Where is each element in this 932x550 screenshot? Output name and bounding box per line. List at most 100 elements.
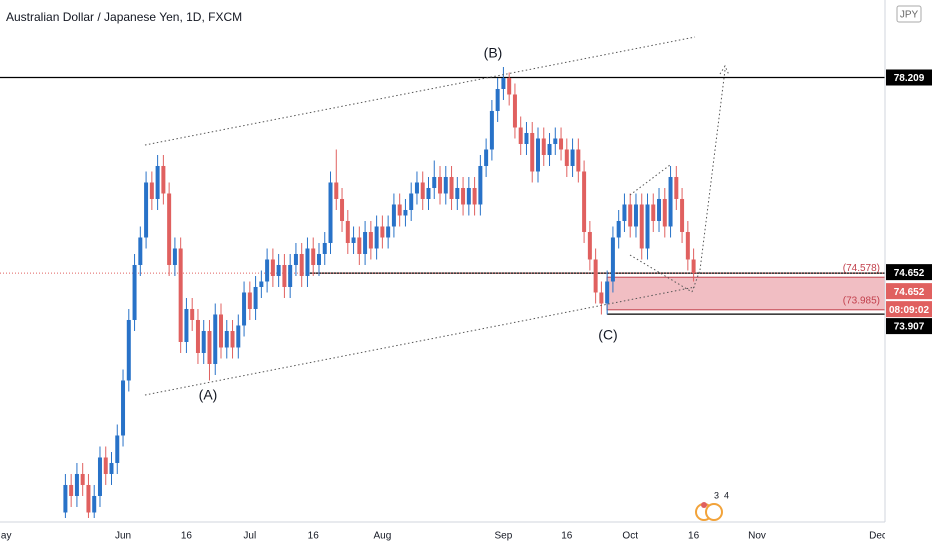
candle-body	[484, 149, 489, 166]
candle-body	[201, 330, 206, 353]
candle-body	[530, 132, 535, 172]
x-tick-label: Jul	[243, 531, 256, 542]
candle-body	[207, 330, 212, 364]
zone-label: (73.985)	[843, 295, 880, 306]
x-tick-label: 16	[688, 531, 700, 542]
price-label: 74.652	[894, 268, 925, 279]
candle-body	[184, 308, 189, 342]
candle-body	[103, 457, 108, 474]
candle-body	[512, 94, 517, 128]
svg-text:3: 3	[714, 490, 719, 500]
candle-body	[662, 198, 667, 227]
candle-body	[368, 231, 373, 249]
channel-upper	[144, 36, 696, 146]
candle-body	[680, 198, 685, 232]
x-tick-label: Aug	[373, 531, 391, 542]
candle-body	[438, 176, 443, 194]
candle-body	[564, 149, 569, 166]
chart-title: Australian Dollar / Japanese Yen, 1D, FX…	[6, 10, 242, 24]
candle-body	[288, 264, 293, 287]
candle-body	[570, 149, 575, 166]
candle-body	[593, 259, 598, 293]
candle-body	[190, 308, 195, 320]
x-tick-label: Nov	[748, 531, 766, 542]
candle-body	[230, 330, 235, 348]
candle-body	[80, 473, 85, 485]
candle-body	[161, 165, 166, 194]
candle-body	[224, 330, 229, 348]
candle-body	[340, 198, 345, 221]
candle-body	[449, 176, 454, 199]
candle-body	[299, 253, 304, 276]
candle-body	[628, 204, 633, 227]
candle-body	[622, 204, 627, 221]
price-label: 74.652	[894, 287, 925, 298]
candle-body	[74, 473, 79, 496]
candle-body	[311, 248, 316, 265]
price-label-box	[886, 283, 932, 300]
candle-body	[282, 264, 287, 287]
candle-body	[132, 264, 137, 320]
candle-body	[610, 237, 615, 282]
wave-label: (A)	[199, 387, 218, 403]
candle-body	[685, 231, 690, 260]
candle-body	[172, 248, 177, 265]
candle-body	[582, 171, 587, 232]
candle-body	[69, 484, 74, 496]
currency-box	[896, 5, 922, 23]
projection-arrow	[719, 64, 730, 76]
candle-body	[657, 198, 662, 221]
candle-body	[501, 77, 506, 89]
x-tick-label: 16	[181, 531, 193, 542]
currency: JPY	[900, 10, 919, 21]
candle-body	[524, 132, 529, 144]
candle-body	[115, 435, 120, 463]
candle-body	[126, 319, 131, 381]
candle-body	[535, 138, 540, 172]
candle-body	[651, 204, 656, 221]
candle-body	[691, 259, 696, 274]
candle-body	[576, 149, 581, 172]
x-tick-label: 16	[561, 531, 573, 542]
candle-body	[351, 237, 356, 243]
candle-body	[587, 231, 592, 260]
candle-body	[97, 457, 102, 496]
x-tick-label: 16	[308, 531, 320, 542]
projection	[699, 69, 726, 271]
candle-body	[507, 77, 512, 95]
candle-body	[270, 259, 275, 276]
x-tick-label: Jun	[115, 531, 131, 542]
candle-body	[466, 187, 471, 205]
candle-body	[253, 286, 258, 309]
candle-body	[380, 226, 385, 238]
candle-body	[144, 182, 149, 238]
candle-body	[242, 292, 247, 326]
candle-body	[316, 253, 321, 265]
price-label-box	[886, 301, 932, 318]
candle-body	[195, 319, 200, 353]
candle-body	[495, 88, 500, 111]
candle-body	[63, 484, 68, 513]
candle-body	[357, 237, 362, 254]
events-icon: 3 4	[695, 490, 729, 521]
candle-body	[426, 187, 431, 199]
candle-body	[178, 248, 183, 342]
candle-body	[616, 220, 621, 238]
candle-body	[247, 292, 252, 309]
candle-body	[553, 138, 558, 144]
candle-body	[599, 292, 604, 304]
candle-body	[213, 314, 218, 364]
candle-body	[478, 165, 483, 205]
candle-body	[633, 204, 638, 227]
candle-body	[92, 495, 97, 513]
price-label-box	[886, 318, 932, 335]
candle-body	[149, 182, 154, 199]
candle-body	[109, 462, 114, 474]
candle-body	[155, 165, 160, 199]
x-tick-label: Dec	[869, 531, 887, 542]
candle-body	[138, 237, 143, 265]
candle-body	[345, 220, 350, 243]
candle-body	[639, 204, 644, 249]
